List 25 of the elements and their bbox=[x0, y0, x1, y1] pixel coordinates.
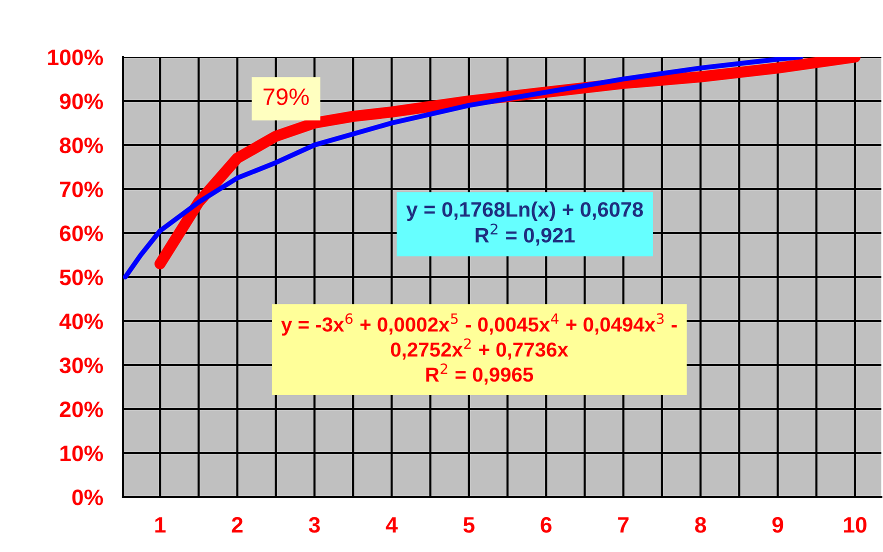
x-tick-label: 2 bbox=[232, 517, 243, 533]
x-tick-label: 6 bbox=[540, 517, 552, 533]
annotation: y = 0,1768Ln(x) + 0,6078 R$^{2}$ = 0,921 bbox=[406, 202, 643, 246]
x-tick-label: 7 bbox=[618, 517, 629, 533]
x-tick-label: 4 bbox=[386, 517, 398, 533]
x-tick-label: 9 bbox=[772, 517, 784, 533]
y-tick-label: 10% bbox=[60, 446, 103, 462]
y-tick-label: 60% bbox=[60, 226, 103, 242]
x-tick-label: 10 bbox=[844, 517, 866, 533]
y-tick-label: 100% bbox=[48, 50, 103, 66]
x-tick-label: 3 bbox=[308, 517, 320, 533]
y-tick-label: 70% bbox=[60, 182, 103, 198]
x-tick-label: 8 bbox=[695, 517, 706, 533]
y-tick-label: 0% bbox=[72, 490, 103, 506]
y-tick-label: 20% bbox=[60, 402, 103, 418]
line-series bbox=[123, 57, 804, 280]
x-tick-label: 1 bbox=[155, 517, 166, 533]
y-tick-label: 80% bbox=[60, 138, 103, 154]
y-tick-label: 40% bbox=[59, 314, 103, 330]
y-tick-label: 30% bbox=[60, 358, 103, 374]
annotation: 79% bbox=[264, 88, 309, 106]
x-tick-label: 5 bbox=[463, 517, 474, 533]
text: y = -3x$^{6}$ + 0,0002x$^{5}$ - 0,0045x$^{4}$ + 0,0494x$^{3}$ - 0,2752x$^{2}$ + 0,7736x R$^{2}$ = 0,9965 bbox=[281, 313, 677, 385]
y-tick-label: 90% bbox=[60, 94, 103, 110]
y-tick-label: 50% bbox=[60, 270, 103, 286]
